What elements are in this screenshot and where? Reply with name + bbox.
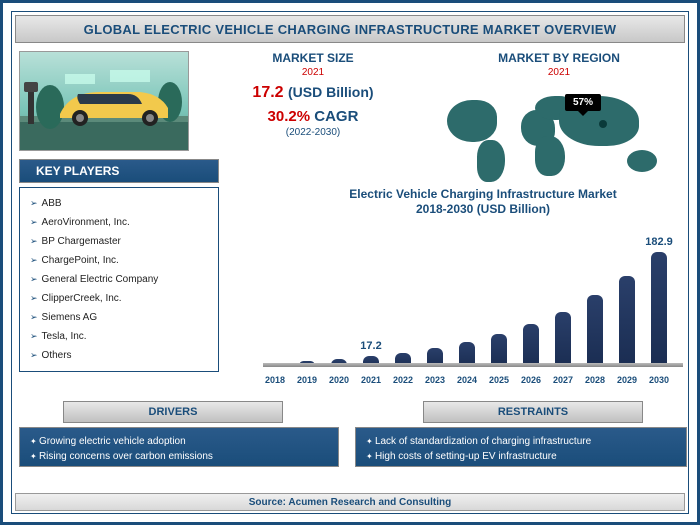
title-bar: GLOBAL ELECTRIC VEHICLE CHARGING INFRAST… — [15, 15, 685, 43]
key-player-item: ABB — [30, 194, 208, 213]
list-item: Growing electric vehicle adoption — [30, 434, 328, 449]
chart-bar — [651, 252, 667, 367]
market-size-value: 17.2 (USD Billion) — [213, 84, 413, 102]
hero-illustration — [19, 51, 189, 151]
page-title: GLOBAL ELECTRIC VEHICLE CHARGING INFRAST… — [84, 22, 617, 37]
world-map: 57% — [439, 82, 679, 192]
key-player-item: Siemens AG — [30, 308, 208, 327]
list-item: Rising concerns over carbon emissions — [30, 449, 328, 464]
key-player-item: BP Chargemaster — [30, 232, 208, 251]
chart-value-callout: 182.9 — [639, 236, 679, 248]
key-player-item: AeroVironment, Inc. — [30, 213, 208, 232]
restraints-box: Lack of standardization of charging infr… — [355, 427, 687, 467]
chart-x-label: 2021 — [355, 375, 387, 385]
market-size-block: MARKET SIZE 2021 17.2 (USD Billion) 30.2… — [213, 51, 413, 138]
chart-bar — [619, 276, 635, 367]
chart-title-line1: Electric Vehicle Charging Infrastructure… — [349, 187, 616, 201]
restraints-heading: RESTRAINTS — [498, 406, 568, 418]
market-size-unit: (USD Billion) — [288, 84, 374, 100]
infographic-frame: GLOBAL ELECTRIC VEHICLE CHARGING INFRAST… — [0, 0, 700, 525]
drivers-box: Growing electric vehicle adoptionRising … — [19, 427, 339, 467]
list-item: Lack of standardization of charging infr… — [366, 434, 676, 449]
source-bar: Source: Acumen Research and Consulting — [15, 493, 685, 511]
chart-x-label: 2018 — [259, 375, 291, 385]
chart-x-label: 2026 — [515, 375, 547, 385]
cagr-range: (2022-2030) — [213, 127, 413, 138]
key-player-item: ChargePoint, Inc. — [30, 251, 208, 270]
cagr-line: 30.2% CAGR — [213, 108, 413, 125]
cagr-value: 30.2% — [268, 108, 311, 125]
drivers-header: DRIVERS — [63, 401, 283, 423]
chart-bar — [587, 295, 603, 367]
market-size-year: 2021 — [213, 67, 413, 78]
restraints-header: RESTRAINTS — [423, 401, 643, 423]
key-players-heading: KEY PLAYERS — [36, 164, 119, 178]
region-year: 2021 — [439, 67, 679, 78]
chart-x-label: 2030 — [643, 375, 675, 385]
key-player-item: General Electric Company — [30, 270, 208, 289]
chart-bar — [523, 324, 539, 367]
chart-x-label: 2022 — [387, 375, 419, 385]
chart-title: Electric Vehicle Charging Infrastructure… — [303, 187, 663, 217]
region-heading: MARKET BY REGION — [439, 51, 679, 65]
key-players-list: ABBAeroVironment, Inc.BP ChargemasterCha… — [19, 187, 219, 372]
chart-bar — [555, 312, 571, 367]
chart-x-label: 2027 — [547, 375, 579, 385]
chart-x-label: 2020 — [323, 375, 355, 385]
key-players-header: KEY PLAYERS — [19, 159, 219, 183]
region-block: MARKET BY REGION 2021 57% — [439, 51, 679, 192]
chart-title-line2: 2018-2030 (USD Billion) — [416, 202, 550, 216]
market-size-heading: MARKET SIZE — [213, 51, 413, 65]
drivers-heading: DRIVERS — [149, 406, 198, 418]
region-highlight-badge: 57% — [565, 94, 601, 111]
key-player-item: Tesla, Inc. — [30, 327, 208, 346]
key-player-item: ClipperCreek, Inc. — [30, 289, 208, 308]
bar-chart: 2018201920202021202220232024202520262027… — [263, 235, 683, 385]
chart-x-label: 2028 — [579, 375, 611, 385]
cagr-label: CAGR — [314, 108, 358, 125]
chart-x-label: 2024 — [451, 375, 483, 385]
market-size-number: 17.2 — [252, 84, 283, 101]
source-text: Source: Acumen Research and Consulting — [249, 497, 451, 508]
chart-x-label: 2025 — [483, 375, 515, 385]
chart-value-callout: 17.2 — [351, 340, 391, 352]
list-item: High costs of setting-up EV infrastructu… — [366, 449, 676, 464]
chart-x-label: 2023 — [419, 375, 451, 385]
chart-x-label: 2029 — [611, 375, 643, 385]
key-player-item: Others — [30, 346, 208, 365]
chart-x-label: 2019 — [291, 375, 323, 385]
